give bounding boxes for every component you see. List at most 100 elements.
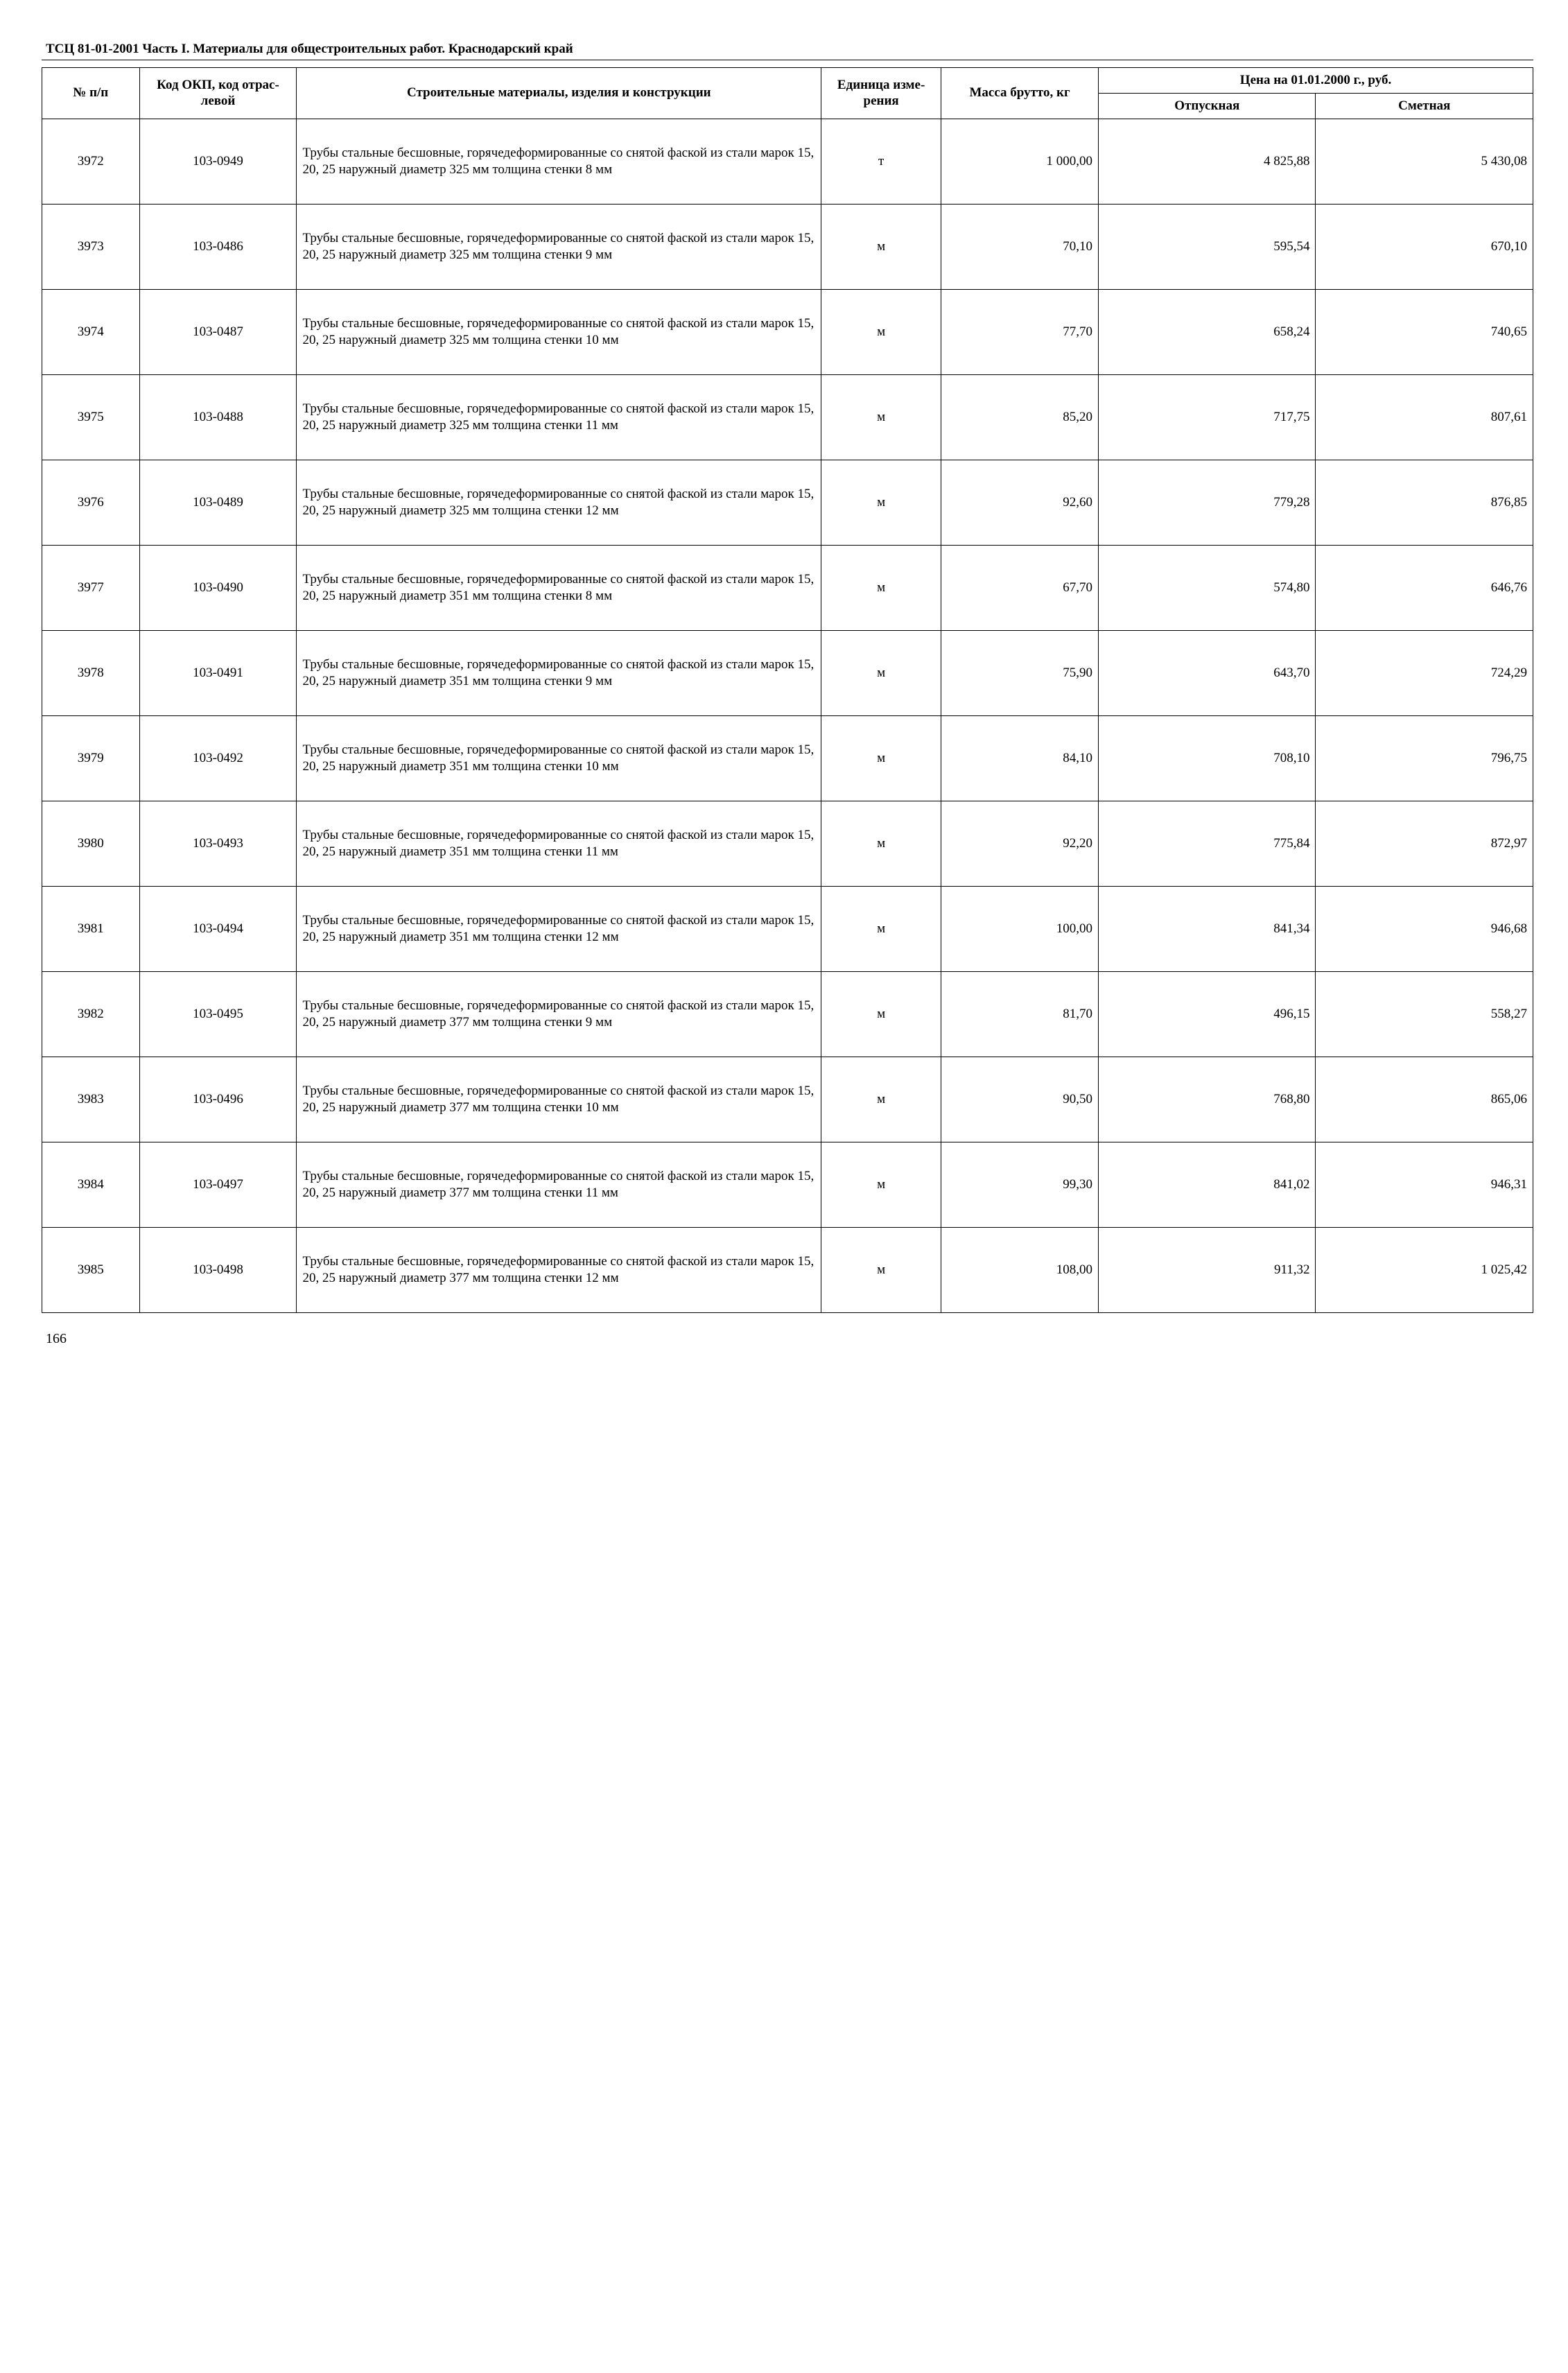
cell-unit: м [821, 460, 941, 545]
cell-desc: Трубы стальные бесшовные, горячедефор­ми… [297, 289, 821, 374]
table-row: 3979103-0492Трубы стальные бесшовные, го… [42, 715, 1533, 801]
cell-unit: м [821, 204, 941, 289]
materials-table: № п/п Код ОКП, код отрас­левой Строитель… [42, 67, 1533, 1313]
cell-price-estimate: 558,27 [1316, 971, 1533, 1057]
cell-price-estimate: 740,65 [1316, 289, 1533, 374]
cell-price-release: 841,02 [1099, 1142, 1316, 1227]
cell-mass: 85,20 [941, 374, 1099, 460]
th-description: Строительные материалы, изделия и констр… [297, 68, 821, 119]
table-row: 3981103-0494Трубы стальные бесшовные, го… [42, 886, 1533, 971]
cell-num: 3981 [42, 886, 140, 971]
table-row: 3983103-0496Трубы стальные бесшовные, го… [42, 1057, 1533, 1142]
page-number: 166 [42, 1331, 1533, 1347]
cell-price-release: 595,54 [1099, 204, 1316, 289]
table-row: 3975103-0488Трубы стальные бесшовные, го… [42, 374, 1533, 460]
cell-price-estimate: 946,68 [1316, 886, 1533, 971]
cell-desc: Трубы стальные бесшовные, горячедефор­ми… [297, 971, 821, 1057]
cell-mass: 70,10 [941, 204, 1099, 289]
cell-code: 103-0487 [139, 289, 297, 374]
cell-num: 3974 [42, 289, 140, 374]
cell-desc: Трубы стальные бесшовные, горячедефор­ми… [297, 715, 821, 801]
cell-price-estimate: 5 430,08 [1316, 119, 1533, 204]
cell-mass: 92,60 [941, 460, 1099, 545]
cell-code: 103-0492 [139, 715, 297, 801]
cell-price-release: 841,34 [1099, 886, 1316, 971]
table-header: № п/п Код ОКП, код отрас­левой Строитель… [42, 68, 1533, 119]
th-price-group: Цена на 01.01.2000 г., руб. [1099, 68, 1533, 94]
cell-num: 3977 [42, 545, 140, 630]
cell-price-release: 4 825,88 [1099, 119, 1316, 204]
cell-unit: м [821, 630, 941, 715]
cell-desc: Трубы стальные бесшовные, горячедефор­ми… [297, 886, 821, 971]
cell-num: 3984 [42, 1142, 140, 1227]
cell-desc: Трубы стальные бесшовные, горячедефор­ми… [297, 801, 821, 886]
cell-desc: Трубы стальные бесшовные, горячедефор­ми… [297, 545, 821, 630]
cell-mass: 108,00 [941, 1227, 1099, 1312]
cell-price-release: 658,24 [1099, 289, 1316, 374]
th-code: Код ОКП, код отрас­левой [139, 68, 297, 119]
cell-code: 103-0489 [139, 460, 297, 545]
cell-price-estimate: 946,31 [1316, 1142, 1533, 1227]
table-row: 3978103-0491Трубы стальные бесшовные, го… [42, 630, 1533, 715]
cell-price-estimate: 670,10 [1316, 204, 1533, 289]
table-row: 3974103-0487Трубы стальные бесшовные, го… [42, 289, 1533, 374]
cell-num: 3972 [42, 119, 140, 204]
cell-mass: 90,50 [941, 1057, 1099, 1142]
cell-num: 3980 [42, 801, 140, 886]
cell-price-estimate: 872,97 [1316, 801, 1533, 886]
th-unit: Единица изме­рения [821, 68, 941, 119]
cell-desc: Трубы стальные бесшовные, горячедефор­ми… [297, 1227, 821, 1312]
th-num: № п/п [42, 68, 140, 119]
cell-price-release: 708,10 [1099, 715, 1316, 801]
cell-code: 103-0491 [139, 630, 297, 715]
cell-code: 103-0498 [139, 1227, 297, 1312]
cell-desc: Трубы стальные бесшовные, горячедефор­ми… [297, 204, 821, 289]
cell-code: 103-0495 [139, 971, 297, 1057]
cell-num: 3979 [42, 715, 140, 801]
cell-price-estimate: 807,61 [1316, 374, 1533, 460]
cell-desc: Трубы стальные бесшовные, горячедефор­ми… [297, 460, 821, 545]
cell-price-estimate: 646,76 [1316, 545, 1533, 630]
cell-price-estimate: 796,75 [1316, 715, 1533, 801]
cell-desc: Трубы стальные бесшовные, горячедефор­ми… [297, 1057, 821, 1142]
cell-mass: 1 000,00 [941, 119, 1099, 204]
table-row: 3985103-0498Трубы стальные бесшовные, го… [42, 1227, 1533, 1312]
cell-unit: т [821, 119, 941, 204]
cell-unit: м [821, 374, 941, 460]
th-mass: Масса брутто, кг [941, 68, 1099, 119]
cell-code: 103-0488 [139, 374, 297, 460]
cell-price-estimate: 724,29 [1316, 630, 1533, 715]
th-price-release: Отпускная [1099, 93, 1316, 119]
cell-num: 3975 [42, 374, 140, 460]
cell-code: 103-0486 [139, 204, 297, 289]
cell-desc: Трубы стальные бесшовные, горячедефор­ми… [297, 119, 821, 204]
cell-price-release: 911,32 [1099, 1227, 1316, 1312]
cell-mass: 77,70 [941, 289, 1099, 374]
cell-num: 3973 [42, 204, 140, 289]
cell-code: 103-0496 [139, 1057, 297, 1142]
cell-desc: Трубы стальные бесшовные, горячедефор­ми… [297, 630, 821, 715]
cell-desc: Трубы стальные бесшовные, горячедефор­ми… [297, 1142, 821, 1227]
cell-mass: 84,10 [941, 715, 1099, 801]
cell-mass: 75,90 [941, 630, 1099, 715]
cell-mass: 100,00 [941, 886, 1099, 971]
cell-code: 103-0490 [139, 545, 297, 630]
cell-num: 3982 [42, 971, 140, 1057]
cell-unit: м [821, 715, 941, 801]
cell-num: 3978 [42, 630, 140, 715]
table-row: 3982103-0495Трубы стальные бесшовные, го… [42, 971, 1533, 1057]
cell-price-release: 496,15 [1099, 971, 1316, 1057]
cell-price-release: 779,28 [1099, 460, 1316, 545]
cell-price-estimate: 865,06 [1316, 1057, 1533, 1142]
table-row: 3973103-0486Трубы стальные бесшовные, го… [42, 204, 1533, 289]
cell-unit: м [821, 1142, 941, 1227]
cell-price-release: 768,80 [1099, 1057, 1316, 1142]
cell-unit: м [821, 801, 941, 886]
cell-unit: м [821, 1227, 941, 1312]
table-row: 3976103-0489Трубы стальные бесшовные, го… [42, 460, 1533, 545]
cell-price-release: 717,75 [1099, 374, 1316, 460]
cell-price-release: 643,70 [1099, 630, 1316, 715]
table-row: 3984103-0497Трубы стальные бесшовные, го… [42, 1142, 1533, 1227]
cell-code: 103-0949 [139, 119, 297, 204]
cell-price-release: 574,80 [1099, 545, 1316, 630]
